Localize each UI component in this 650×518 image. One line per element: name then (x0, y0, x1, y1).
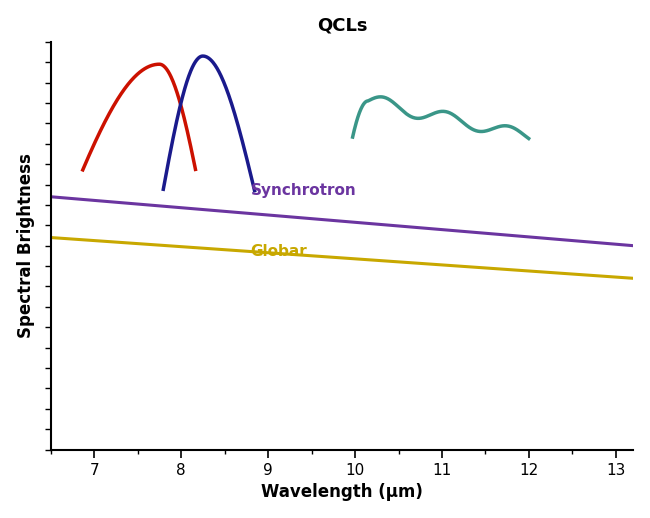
Text: Synchrotron: Synchrotron (251, 183, 356, 198)
Title: QCLs: QCLs (317, 17, 367, 35)
Text: Globar: Globar (251, 244, 307, 259)
Y-axis label: Spectral Brightness: Spectral Brightness (17, 153, 34, 338)
X-axis label: Wavelength (μm): Wavelength (μm) (261, 483, 423, 501)
